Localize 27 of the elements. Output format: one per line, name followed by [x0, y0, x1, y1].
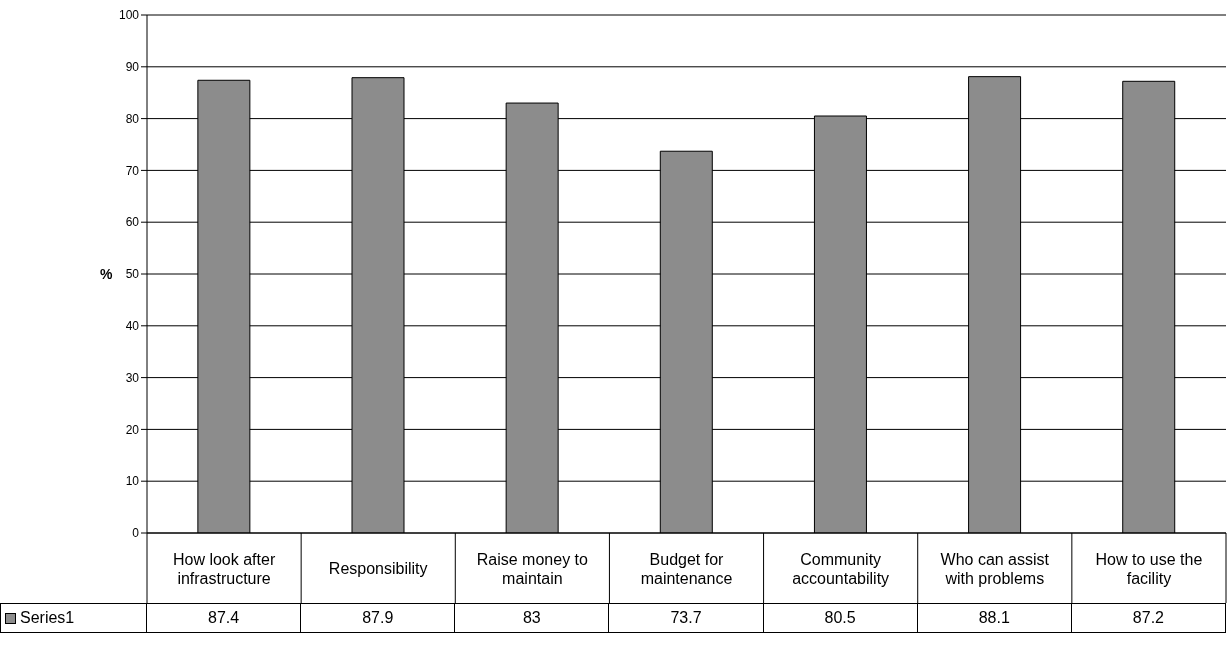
x-tick-label: How look after infrastructure: [172, 550, 276, 587]
data-label: 88.1: [917, 603, 1072, 633]
y-tick-label: 100: [118, 8, 140, 23]
legend-label: Series1: [20, 609, 75, 627]
x-tick-label: Who can assist with problems: [940, 550, 1050, 587]
y-tick-label: 0: [132, 526, 140, 541]
data-label: 73.7: [609, 603, 764, 633]
data-label: 87.2: [1071, 603, 1226, 633]
data-label: 80.5: [763, 603, 918, 633]
y-tick-label: 50: [125, 267, 140, 282]
y-tick-label: 20: [125, 422, 140, 437]
y-tick-label: 70: [125, 163, 140, 178]
x-tick-label: Responsibility: [328, 560, 428, 577]
x-tick-label: Raise money to maintain: [476, 550, 589, 587]
data-label: 83: [455, 603, 610, 633]
x-tick-label: Community accountability: [792, 550, 890, 587]
y-axis-title: %: [100, 265, 113, 282]
y-tick-label: 80: [125, 111, 140, 126]
x-tick-label: Budget for maintenance: [640, 550, 733, 587]
y-tick-label: 10: [125, 474, 140, 489]
x-tick-label: How to use the facility: [1095, 550, 1203, 587]
data-label: 87.4: [147, 603, 302, 633]
y-tick-label: 60: [125, 215, 140, 230]
y-tick-label: 40: [125, 319, 140, 334]
y-tick-label: 30: [125, 370, 140, 385]
data-label: 87.9: [301, 603, 456, 633]
y-tick-label: 90: [125, 60, 140, 75]
